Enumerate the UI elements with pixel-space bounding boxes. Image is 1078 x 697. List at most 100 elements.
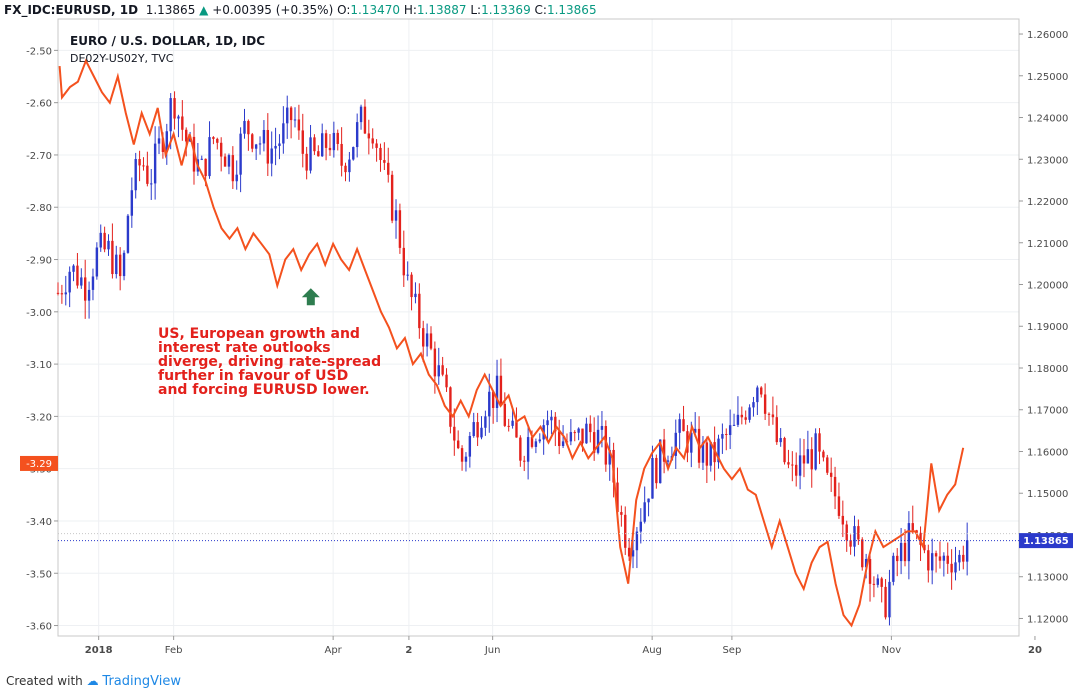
candle-body [693, 428, 697, 433]
x-tick-label: 20 [1028, 645, 1042, 656]
candle-body [550, 416, 553, 421]
candle-body [775, 417, 778, 443]
candle-body [554, 416, 557, 432]
right-current-badge: 1.13865 [1019, 533, 1073, 549]
candle-body [239, 133, 242, 175]
candle-body [864, 558, 868, 568]
candle-body [651, 457, 654, 499]
annotation-line-3: diverge, driving rate-spread [158, 354, 381, 370]
candle-body [72, 265, 75, 272]
annotation-line-2: interest rate outlooks [158, 340, 331, 356]
left-current-value: -3.29 [26, 459, 52, 470]
candle-body [91, 276, 95, 290]
candle-body [892, 555, 895, 582]
candle-body [880, 578, 883, 587]
candle-body [604, 426, 608, 465]
close-label: C: [534, 3, 547, 17]
candle-body [425, 333, 429, 347]
candle-body [115, 254, 118, 275]
candle-body [258, 143, 262, 145]
left-current-badge: -3.29 [20, 455, 58, 471]
candle-body [938, 556, 942, 561]
x-tick-label: 2018 [85, 645, 113, 656]
candle-body [919, 532, 922, 545]
candle-body [577, 428, 580, 433]
candle-body [99, 232, 102, 248]
right-tick-label: 1.12000 [1027, 614, 1068, 625]
current-price-line [58, 533, 1019, 542]
candle-body [359, 106, 363, 123]
candle-body [868, 558, 872, 584]
candle-body [375, 143, 378, 148]
candle-body [930, 553, 934, 571]
candle-body [317, 151, 320, 157]
candle-body [678, 419, 681, 433]
footer: Created with ☁ TradingView [6, 674, 181, 689]
candle-body [371, 138, 374, 144]
candle-body [150, 183, 153, 185]
candle-body [219, 142, 223, 157]
candle-body [888, 581, 891, 618]
candle-body [118, 254, 122, 277]
time-axis[interactable]: 2018 Feb Apr 2 Jun Aug Sep Nov 20 [85, 636, 1042, 656]
candle-body [795, 464, 798, 476]
overlay-label: DE02Y-US02Y, TVC [70, 52, 174, 65]
candle-body [87, 289, 91, 301]
spread-series-line [58, 58, 965, 628]
candle-body [433, 348, 437, 377]
candle-body [476, 422, 479, 438]
candle-body [278, 143, 281, 146]
candle-body [363, 106, 367, 134]
up-triangle-icon: ▲ [199, 3, 209, 17]
plot-frame [57, 18, 1020, 637]
candle-body [911, 523, 914, 531]
annotation-line-4: further in favour of USD [158, 368, 348, 384]
candle-body [223, 156, 227, 167]
candle-body [107, 240, 110, 250]
tradingview-brand[interactable]: TradingView [102, 674, 181, 689]
candle-body [569, 432, 573, 442]
high-value: 1.13887 [416, 3, 467, 17]
candle-body [83, 277, 87, 301]
candle-body [437, 365, 440, 377]
x-tick-label: Aug [642, 645, 662, 656]
candle-body [627, 547, 631, 557]
candle-body [449, 387, 452, 427]
candle-body [662, 439, 666, 462]
right-tick-label: 1.20000 [1027, 281, 1068, 292]
candle-body [410, 274, 413, 298]
candle-body [787, 462, 790, 465]
candle-body [624, 514, 627, 548]
candle-body [204, 158, 207, 177]
candle-body [561, 441, 565, 447]
close-price: 1.13865 [145, 3, 196, 17]
candle-body [398, 210, 402, 248]
candle-body [705, 442, 709, 466]
candle-body [779, 438, 782, 443]
candle-body [534, 441, 538, 447]
candle-body [169, 98, 172, 132]
right-tick-label: 1.23000 [1027, 155, 1068, 166]
candle-body [822, 451, 825, 458]
candle-body [732, 424, 736, 426]
candle-body [134, 159, 137, 191]
candle-body [103, 232, 106, 250]
right-current-value: 1.13865 [1023, 536, 1069, 547]
candle-body [853, 526, 856, 547]
x-tick-label: Feb [165, 645, 183, 656]
candle-body [453, 426, 456, 441]
candle-body [899, 542, 903, 562]
candle-body [484, 416, 487, 428]
right-tick-label: 1.26000 [1027, 30, 1068, 41]
candle-body [585, 423, 588, 444]
left-tick-label: -3.00 [26, 308, 52, 319]
candle-body [946, 555, 949, 564]
left-axis[interactable]: -2.50 -2.60 -2.70 -2.80 -2.90 -3.00 -3.10 -3.20… [26, 46, 58, 633]
right-axis[interactable]: 1.26000 1.25000 1.24000 1.23000 1.22000 1.210… [1019, 30, 1068, 625]
candle-body [608, 449, 611, 465]
open-value: 1.13470 [350, 3, 400, 17]
candle-body [344, 165, 347, 173]
price-change: +0.00395 (+0.35%) [212, 3, 334, 17]
candle-body [639, 521, 642, 532]
